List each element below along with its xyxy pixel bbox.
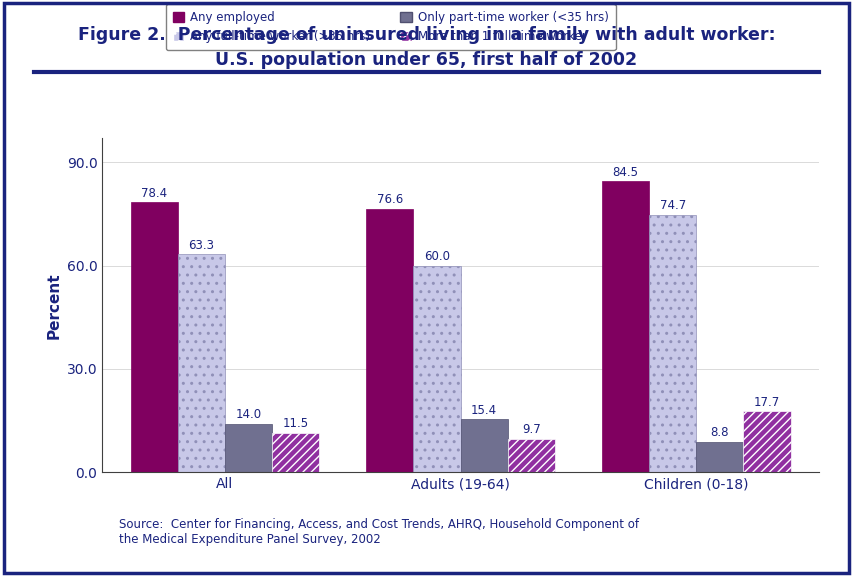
Text: U.S. population under 65, first half of 2002: U.S. population under 65, first half of … xyxy=(216,51,636,69)
Text: 9.7: 9.7 xyxy=(521,423,540,436)
Bar xyxy=(695,442,743,472)
Bar xyxy=(272,433,319,472)
Text: 15.4: 15.4 xyxy=(470,404,497,416)
Text: 17.7: 17.7 xyxy=(753,396,780,408)
Text: 74.7: 74.7 xyxy=(659,199,685,213)
Text: 14.0: 14.0 xyxy=(235,408,262,422)
Bar xyxy=(130,202,177,472)
Bar xyxy=(225,424,272,472)
Text: 60.0: 60.0 xyxy=(423,250,450,263)
Text: 11.5: 11.5 xyxy=(282,417,308,430)
Text: 84.5: 84.5 xyxy=(612,165,638,179)
Bar xyxy=(366,209,413,472)
Text: 8.8: 8.8 xyxy=(710,426,728,439)
Bar xyxy=(743,411,790,472)
Y-axis label: Percent: Percent xyxy=(46,272,61,339)
Text: 63.3: 63.3 xyxy=(188,238,214,252)
Bar xyxy=(602,181,648,472)
Bar xyxy=(177,255,225,472)
Legend: Any employed, Any full-time worker (>35 hrs), Only part-time worker (<35 hrs), M: Any employed, Any full-time worker (>35 … xyxy=(165,4,615,50)
Text: 78.4: 78.4 xyxy=(141,187,167,199)
Bar xyxy=(648,215,695,472)
Bar xyxy=(413,266,460,472)
Text: Figure 2.  Percentage of uninsured living in a family with adult worker:: Figure 2. Percentage of uninsured living… xyxy=(78,26,774,44)
Text: Source:  Center for Financing, Access, and Cost Trends, AHRQ, Household Componen: Source: Center for Financing, Access, an… xyxy=(119,518,639,547)
Bar xyxy=(460,419,507,472)
Text: 76.6: 76.6 xyxy=(377,193,402,206)
Bar xyxy=(507,439,555,472)
